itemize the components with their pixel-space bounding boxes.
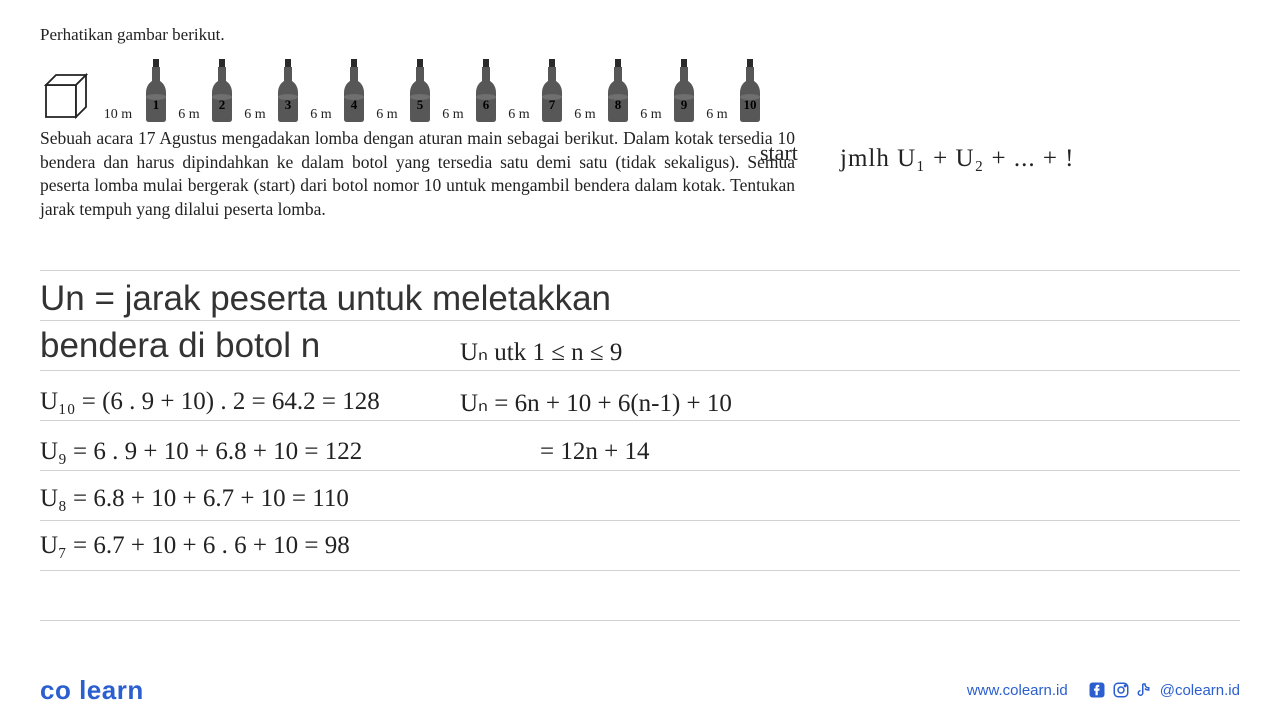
bottle-number: 6 bbox=[483, 97, 490, 113]
social-icons: @colearn.id bbox=[1088, 681, 1240, 699]
bottle-icon: 7 bbox=[538, 59, 566, 123]
footer: co learn www.colearn.id @colearn.id bbox=[0, 660, 1280, 720]
bottle-icon: 10 bbox=[736, 59, 764, 123]
bottle-icon: 8 bbox=[604, 59, 632, 123]
bottle-number: 3 bbox=[285, 97, 292, 113]
bottle-number: 5 bbox=[417, 97, 424, 113]
bottle-number: 1 bbox=[153, 97, 160, 113]
gap-label: 6 m bbox=[632, 107, 670, 123]
instagram-icon[interactable] bbox=[1112, 681, 1130, 699]
bottle-icon: 6 bbox=[472, 59, 500, 123]
bottle-icon: 4 bbox=[340, 59, 368, 123]
gap-label: 10 m bbox=[94, 107, 142, 123]
bottle-number: 9 bbox=[681, 97, 688, 113]
gap-label: 6 m bbox=[170, 107, 208, 123]
hw-u10: U₁₀ = (6 . 9 + 10) . 2 = 64.2 = 128 bbox=[40, 388, 380, 416]
bottle-number: 7 bbox=[549, 97, 556, 113]
hw-un-range: Uₙ utk 1 ≤ n ≤ 9 bbox=[460, 337, 622, 367]
gap-label: 6 m bbox=[302, 107, 340, 123]
tiktok-icon[interactable] bbox=[1136, 681, 1154, 699]
hw-u7: U₇ = 6.7 + 10 + 6 . 6 + 10 = 98 bbox=[40, 532, 350, 560]
hw-u9: U₉ = 6 . 9 + 10 + 6.8 + 10 = 122 bbox=[40, 438, 362, 466]
gap-label: 6 m bbox=[368, 107, 406, 123]
hw-un-formula2: = 12n + 14 bbox=[540, 438, 649, 466]
problem-text: Sebuah acara 17 Agustus mengadakan lomba… bbox=[40, 127, 795, 222]
bottle-icon: 9 bbox=[670, 59, 698, 123]
bottle-number: 10 bbox=[744, 97, 757, 113]
side-sum-note: jmlh U₁ + U₂ + ... + ! bbox=[840, 145, 1075, 173]
footer-url[interactable]: www.colearn.id bbox=[967, 682, 1068, 699]
bottle-icon: 1 bbox=[142, 59, 170, 123]
footer-handle: @colearn.id bbox=[1160, 682, 1240, 699]
start-label: start bbox=[760, 140, 798, 166]
gap-label: 6 m bbox=[566, 107, 604, 123]
bottle-number: 2 bbox=[219, 97, 226, 113]
hw-u8: U₈ = 6.8 + 10 + 6.7 + 10 = 110 bbox=[40, 485, 349, 513]
bottle-number: 8 bbox=[615, 97, 622, 113]
gap-label: 6 m bbox=[698, 107, 736, 123]
box-icon bbox=[42, 73, 92, 123]
facebook-icon[interactable] bbox=[1088, 681, 1106, 699]
problem-diagram: 10 m 1 6 m 2 6 m 3 6 m 4 6 m 5 6 m 6 6 m 7 6 m 8 6 m 9 6 … bbox=[42, 51, 1240, 123]
gap-label: 6 m bbox=[500, 107, 538, 123]
problem-header: Perhatikan gambar berikut. bbox=[40, 25, 1240, 45]
gap-label: 6 m bbox=[434, 107, 472, 123]
bottle-icon: 2 bbox=[208, 59, 236, 123]
bottle-icon: 3 bbox=[274, 59, 302, 123]
bottle-number: 4 bbox=[351, 97, 358, 113]
brand-logo: co learn bbox=[40, 675, 144, 706]
gap-label: 6 m bbox=[236, 107, 274, 123]
bottle-icon: 5 bbox=[406, 59, 434, 123]
hw-un-formula1: Uₙ = 6n + 10 + 6(n-1) + 10 bbox=[460, 388, 732, 418]
